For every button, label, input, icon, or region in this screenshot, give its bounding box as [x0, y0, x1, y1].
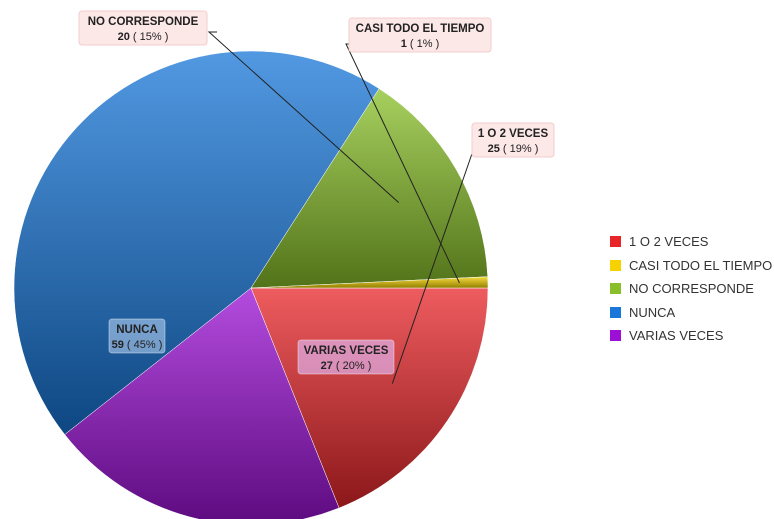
- data-label-value: 20 ( 15% ): [118, 31, 169, 43]
- data-label-count: 1: [401, 38, 407, 50]
- legend-label: NUNCA: [629, 304, 676, 320]
- legend-swatch: [610, 259, 621, 271]
- data-label-value: 27 ( 20% ): [321, 360, 372, 372]
- data-label-box: [297, 339, 395, 375]
- data-label-count: 27: [321, 360, 333, 372]
- legend-item-nunca: NUNCA: [610, 301, 772, 325]
- data-label-percent: ( 19% ): [500, 143, 539, 155]
- data-label-name: NUNCA: [116, 324, 158, 336]
- legend-label: NO CORRESPONDE: [629, 281, 754, 297]
- pie-slice-varias-veces: [64, 287, 340, 519]
- legend-item-1-o-2-veces: 1 O 2 VECES: [610, 230, 772, 254]
- leader-line-no-corresponde: [207, 31, 400, 204]
- data-label-percent: ( 1% ): [407, 38, 439, 50]
- data-labels: NO CORRESPONDE 20 ( 15% ) CASI TODO EL TIE…: [78, 10, 555, 375]
- data-label-nunca: NUNCA 59 ( 45% ): [108, 318, 166, 354]
- data-label-count: 20: [118, 31, 130, 43]
- data-label-name: VARIAS VECES: [304, 345, 389, 357]
- legend-label: VARIAS VECES: [629, 328, 724, 344]
- data-label-name: 1 O 2 VECES: [478, 128, 549, 140]
- data-label-value: 1 ( 1% ): [401, 38, 440, 50]
- legend-label: 1 O 2 VECES: [629, 234, 709, 250]
- legend-swatch: [610, 283, 621, 295]
- legend-item-varias-veces: VARIAS VECES: [610, 324, 772, 348]
- data-label-percent: ( 45% ): [124, 339, 163, 351]
- data-label-name: CASI TODO EL TIEMPO: [356, 23, 485, 35]
- data-label-box: [108, 318, 166, 354]
- legend-label: CASI TODO EL TIEMPO: [629, 257, 773, 273]
- pie-slice-no-corresponde: [250, 88, 488, 289]
- data-label-varias-veces: VARIAS VECES 27 ( 20% ): [297, 339, 395, 375]
- data-label-casi-todo-el-tiempo: CASI TODO EL TIEMPO 1 ( 1% ): [348, 17, 492, 53]
- legend-swatch: [610, 236, 621, 248]
- data-label-value: 25 ( 19% ): [488, 143, 539, 155]
- data-label-no-corresponde: NO CORRESPONDE 20 ( 15% ): [78, 10, 208, 46]
- data-label-value: 59 ( 45% ): [112, 339, 163, 351]
- data-label-1-o-2-veces: 1 O 2 VECES 25 ( 19% ): [471, 122, 555, 158]
- data-label-percent: ( 15% ): [130, 31, 169, 43]
- data-label-percent: ( 20% ): [333, 360, 372, 372]
- legend-swatch: [610, 306, 621, 318]
- data-label-box: [471, 122, 555, 158]
- legend-item-casi-todo-el-tiempo: CASI TODO EL TIEMPO: [610, 254, 772, 278]
- legend-swatch: [610, 330, 621, 342]
- data-label-box: [348, 17, 492, 53]
- data-label-box: [78, 10, 208, 46]
- legend-item-no-corresponde: NO CORRESPONDE: [610, 277, 772, 301]
- data-label-count: 25: [488, 143, 500, 155]
- legend: 1 O 2 VECES CASI TODO EL TIEMPO NO CORRESP…: [610, 230, 772, 348]
- pie-slices: [13, 50, 489, 519]
- data-label-name: NO CORRESPONDE: [88, 16, 199, 28]
- data-label-count: 59: [112, 339, 124, 351]
- pie-slice-nunca: [13, 50, 380, 435]
